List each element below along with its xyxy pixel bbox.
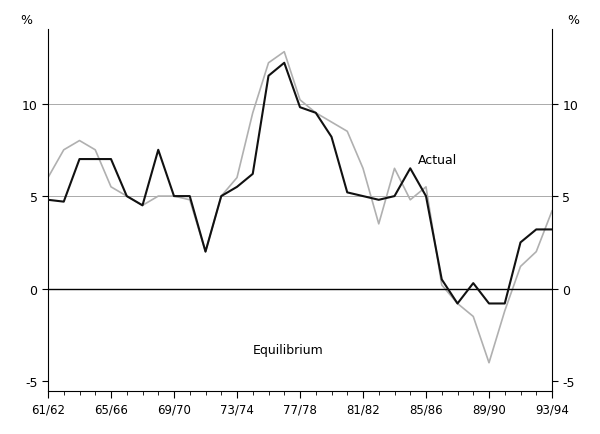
Text: Actual: Actual bbox=[418, 153, 457, 166]
Text: %: % bbox=[20, 14, 32, 27]
Text: Equilibrium: Equilibrium bbox=[253, 344, 323, 357]
Text: %: % bbox=[568, 14, 580, 27]
